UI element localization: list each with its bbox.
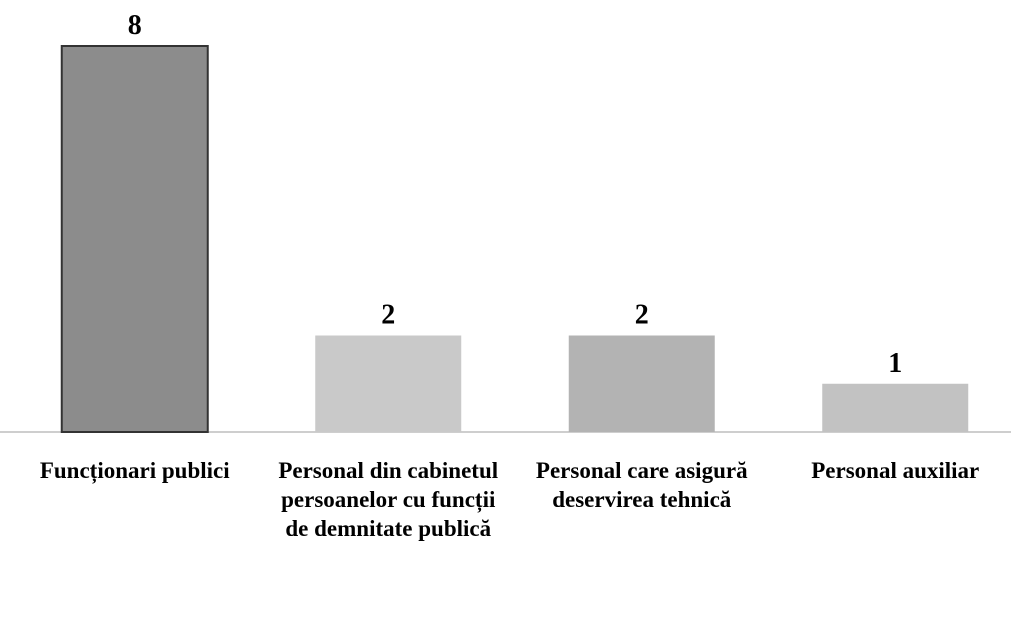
x-tick-label: Personal din cabinetul persoanelor cu fu… [278,458,499,541]
bar [568,335,715,432]
data-label: 8 [128,10,142,41]
x-tick-label: Funcționari publici [39,458,230,483]
data-label: 1 [888,348,902,379]
bar [822,383,969,432]
bar [60,45,209,433]
bar [315,335,462,432]
x-tick-label: Personal care asigură deservirea tehnică [535,458,748,512]
data-label: 2 [381,300,395,331]
data-label: 2 [635,300,649,331]
x-tick-label: Personal auxiliar [811,458,980,483]
